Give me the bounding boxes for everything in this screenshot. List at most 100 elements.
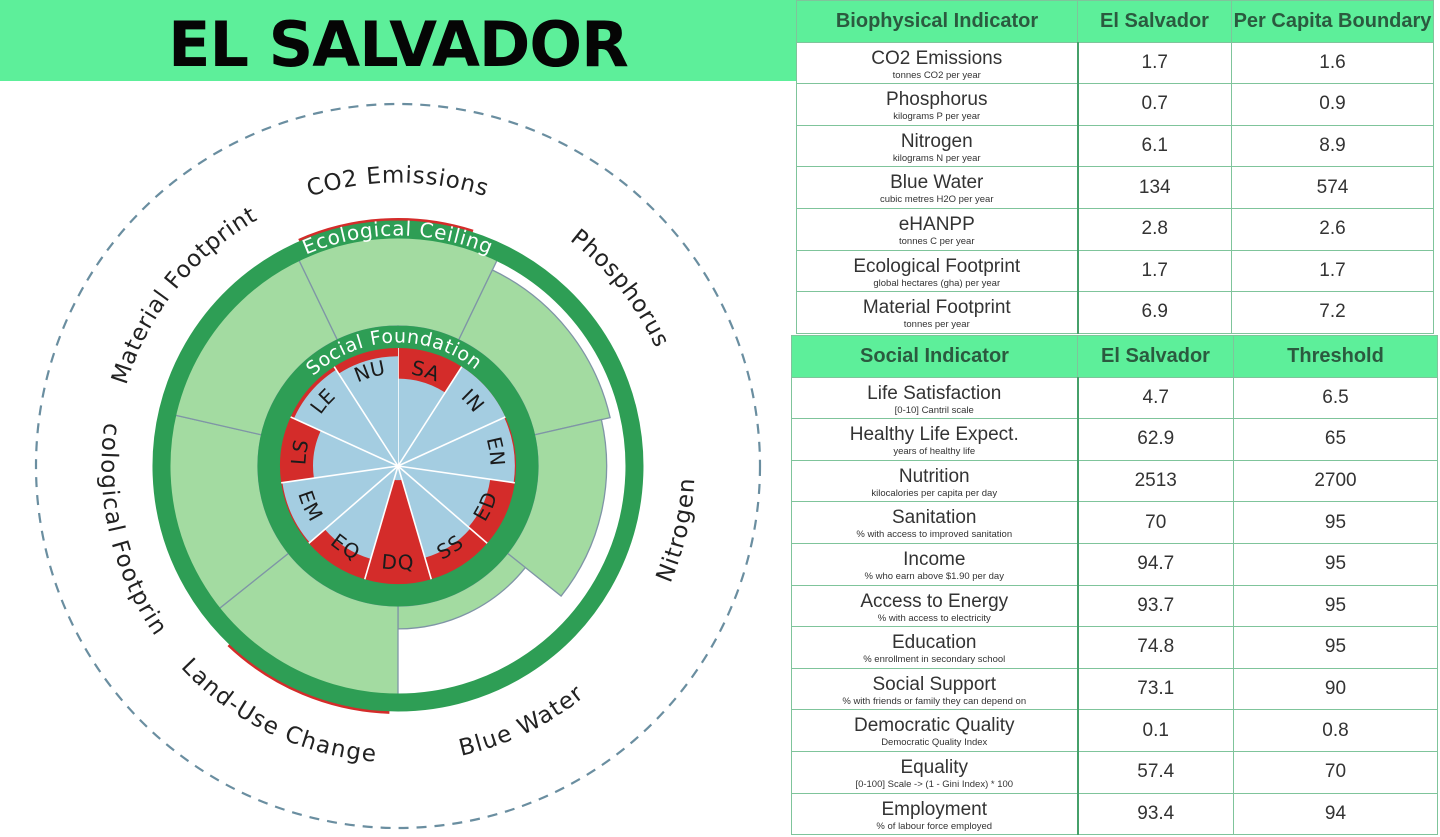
limit-value: 95 [1233, 542, 1438, 586]
table-row: Ecological Footprint global hectares (gha… [796, 249, 1434, 293]
indicator-unit: % with access to improved sanitation [856, 529, 1013, 541]
indicator-unit: kilograms P per year [893, 111, 981, 123]
limit-value: 65 [1233, 418, 1438, 461]
social-wedge-label: EN [482, 435, 510, 468]
country-value: 1.7 [1077, 41, 1232, 85]
wedge-divider [397, 465, 515, 484]
indicator-cell: Healthy Life Expect. years of healthy lif… [791, 418, 1079, 461]
indicator-unit: tonnes C per year [898, 236, 975, 248]
limit-value: 1.6 [1231, 41, 1434, 85]
country-value: 6.9 [1077, 291, 1232, 334]
table-row: Access to Energy% with access to electri… [791, 584, 1438, 628]
ecological-ceiling-ring [152, 220, 644, 712]
limit-value: 8.9 [1231, 124, 1434, 168]
limit-value: 94 [1233, 792, 1438, 836]
indicator-cell: Phosphorus kilograms P per year [796, 83, 1079, 126]
wedge-divider [397, 465, 433, 580]
limit-value: 95 [1233, 626, 1438, 669]
table-row: Healthy Life Expect. years of healthy lif… [791, 418, 1438, 461]
social-wedge [324, 466, 398, 559]
indicator-cell: Nutrition kilocalories per capita per day [791, 459, 1079, 503]
country-value: 1.7 [1077, 249, 1232, 293]
social-wedge [338, 356, 398, 466]
country-value: 62.9 [1077, 418, 1234, 461]
column-header: Threshold [1233, 335, 1438, 378]
country-value: 94.7 [1077, 542, 1234, 586]
indicator-cell: Life Satisfaction [0-10] Cantril scale [791, 376, 1079, 420]
table-row: Nitrogen kilograms N per year 6.1 8.9 [796, 124, 1434, 168]
indicator-name: Blue Water [890, 172, 984, 194]
social-wedge [398, 378, 446, 466]
country-value: 57.4 [1077, 750, 1234, 794]
ecological-wedge-label: CO2 Emissions [304, 162, 492, 202]
indicator-cell: Social Support% with friends or family t… [791, 667, 1079, 711]
boundary-dashed-circle [34, 102, 762, 830]
table-header-row: Biophysical Indicator El Salvador Per Ca… [796, 0, 1434, 43]
indicator-unit: years of healthy life [893, 446, 976, 458]
overshoot-marker [227, 643, 390, 714]
limit-value: 2.6 [1231, 207, 1434, 251]
wedge-divider [281, 465, 399, 484]
indicator-cell: CO2 Emissions tonnes CO2 per year [796, 41, 1079, 85]
table-row: Life Satisfaction [0-10] Cantril scale 4.7… [791, 376, 1438, 420]
indicator-unit: global hectares (gha) per year [873, 277, 1001, 289]
indicator-name: Nutrition [898, 465, 970, 487]
doughnut-chart: Ecological CeilingSAINENEDSSDQEQEMLSLENU… [0, 81, 762, 830]
country-value: 0.7 [1077, 83, 1232, 126]
social-wedge [398, 466, 491, 528]
wedge-divider [397, 465, 488, 544]
indicator-name: Employment [881, 798, 988, 820]
country-value: 6.1 [1077, 124, 1232, 168]
limit-value: 574 [1231, 166, 1434, 209]
indicator-name: Material Footprint [862, 297, 1011, 319]
table-row: CO2 Emissions tonnes CO2 per year 1.7 1.6 [796, 41, 1434, 85]
column-header: Social Indicator [791, 335, 1078, 378]
limit-value: 0.9 [1231, 83, 1434, 126]
social-wedge [398, 366, 506, 466]
social-wedge [282, 466, 398, 543]
wedge-divider [397, 366, 463, 467]
indicator-name: Sanitation [891, 507, 977, 529]
column-header: El Salvador [1077, 0, 1232, 43]
column-header: El Salvador [1077, 335, 1234, 378]
table-row: Income% who earn above $1.90 per day 94.7… [791, 542, 1438, 586]
indicator-unit: % with friends or family they can depend… [842, 695, 1027, 707]
country-value: 4.7 [1077, 376, 1234, 420]
indicator-cell: Democratic Quality Democratic Quality Ind… [791, 709, 1079, 752]
indicator-unit: [0-10] Cantril scale [894, 404, 974, 416]
table-row: Education% enrollment in secondary schoo… [791, 626, 1438, 669]
indicator-name: Nitrogen [900, 130, 973, 152]
indicator-cell: Employment% of labour force employed [791, 792, 1079, 836]
indicator-unit: tonnes CO2 per year [892, 69, 981, 81]
social-wedge [394, 466, 402, 481]
column-header: Biophysical Indicator [796, 0, 1078, 43]
country-value: 93.4 [1077, 792, 1234, 836]
indicator-cell: Income% who earn above $1.90 per day [791, 542, 1079, 586]
wedge-divider [290, 416, 399, 467]
indicator-name: Life Satisfaction [867, 382, 1002, 404]
country-value: 73.1 [1077, 667, 1234, 711]
country-value: 74.8 [1077, 626, 1234, 669]
social-wedge [398, 417, 515, 483]
title-banner [0, 0, 796, 81]
indicator-unit: % of labour force employed [876, 820, 993, 832]
table-row: eHANPP tonnes C per year 2.8 2.6 [796, 207, 1434, 251]
indicator-cell: Access to Energy% with access to electri… [791, 584, 1079, 628]
indicator-name: Ecological Footprint [853, 255, 1021, 277]
country-value: 93.7 [1077, 584, 1234, 628]
biophysical-table: Biophysical Indicator El Salvador Per Ca… [796, 0, 1434, 334]
indicator-name: Access to Energy [860, 590, 1009, 612]
indicator-cell: Sanitation% with access to improved sani… [791, 501, 1079, 544]
indicator-name: Healthy Life Expect. [849, 424, 1019, 446]
indicator-name: Equality [900, 756, 969, 778]
table-row: Nutrition kilocalories per capita per day… [791, 459, 1438, 503]
wedge-divider [308, 465, 399, 544]
indicator-cell: Ecological Footprint global hectares (gha… [796, 249, 1079, 293]
country-value: 2513 [1077, 459, 1234, 503]
country-value: 70 [1077, 501, 1234, 544]
table-row: Blue Water cubic metres H2O per year 134 57… [796, 166, 1434, 209]
table-row: Democratic Quality Democratic Quality Ind… [791, 709, 1438, 752]
ecological-wedge-label: Nitrogen [652, 477, 701, 586]
indicator-cell: Equality [0-100] Scale -> (1 - Gini Index… [791, 750, 1079, 794]
table-row: Employment% of labour force employed 93.4… [791, 792, 1438, 836]
